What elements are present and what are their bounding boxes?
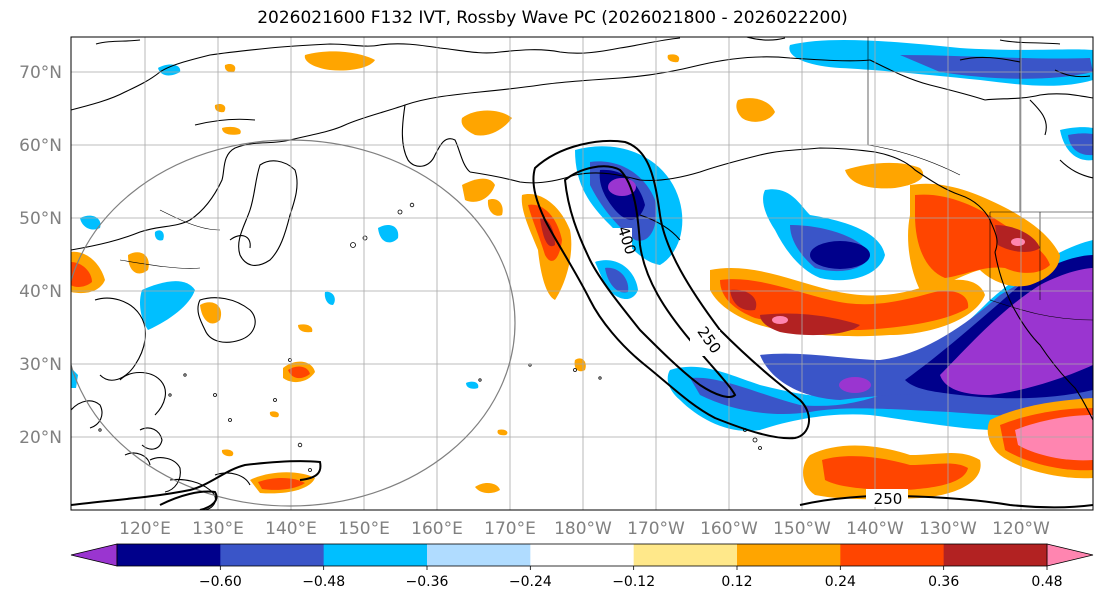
latitude-labels: 70°N 60°N 50°N 40°N 30°N 20°N (19, 63, 62, 448)
gridlines (71, 37, 1093, 510)
lon-label: 120°E (119, 519, 171, 539)
contour-labels: 400 250 250 (612, 224, 908, 508)
colorbar-segment (840, 544, 945, 566)
colorbar-segment (737, 544, 841, 566)
negative-anomaly-shading (71, 39, 1093, 440)
colorbar-frame (116, 543, 1048, 567)
lon-label: 140°E (265, 519, 317, 539)
lon-label: 130°W (919, 519, 977, 539)
colorbar-tick-label: 0.48 (1031, 574, 1062, 590)
colorbar-tick-label: −0.48 (302, 574, 345, 590)
lat-label: 20°N (19, 428, 62, 448)
colorbar-tick-label: −0.24 (509, 574, 552, 590)
colorbar-segment (323, 544, 428, 566)
colorbar-segment (427, 544, 531, 566)
lat-label: 50°N (19, 209, 62, 229)
lon-label: 140°W (846, 519, 904, 539)
contour-label: 250 (874, 490, 903, 508)
lat-label: 30°N (19, 355, 62, 375)
lon-label: 170°W (627, 519, 685, 539)
rossby-wave-circle (71, 139, 516, 507)
colorbar-extend-high (1046, 543, 1094, 567)
colorbar-segment (117, 544, 221, 566)
lon-label: 130°E (192, 519, 244, 539)
map-area: 400 250 250 (71, 37, 1093, 510)
colorbar-tick-label: −0.36 (406, 574, 449, 590)
map-frame (70, 36, 1094, 511)
lon-label: 150°E (338, 519, 390, 539)
colorbar-tick-label: −0.60 (199, 574, 242, 590)
lat-label: 70°N (19, 63, 62, 83)
colorbar-tick-label: 0.24 (825, 574, 856, 590)
lon-label: 170°E (484, 519, 536, 539)
lat-label: 40°N (19, 282, 62, 302)
colorbar-segment (220, 544, 325, 566)
map-title: 2026021600 F132 IVT, Rossby Wave PC (202… (257, 8, 848, 28)
borders (119, 37, 1093, 321)
colorbar: −0.60 −0.48 −0.36 −0.24 −0.12 0.12 0.24 0.36 0.4… (70, 543, 1094, 590)
lon-label: 160°E (411, 519, 463, 539)
colorbar-segment (943, 544, 1048, 566)
colorbar-segment (633, 544, 738, 566)
lon-label: 180°W (554, 519, 612, 539)
lat-label: 60°N (19, 136, 62, 156)
lon-label: 120°W (992, 519, 1050, 539)
lon-label: 150°W (773, 519, 831, 539)
islands (98, 202, 762, 472)
ivt-contours (71, 139, 1093, 510)
colorbar-tick-label: 0.36 (928, 574, 959, 590)
colorbar-tick-label: −0.12 (612, 574, 655, 590)
colorbar-extend-low (70, 543, 118, 567)
positive-anomaly-shading (71, 51, 1093, 500)
lon-label: 160°W (700, 519, 758, 539)
longitude-labels: 120°E 130°E 140°E 150°E 160°E 170°E 180°… (119, 519, 1050, 539)
colorbar-tick-label: 0.12 (721, 574, 752, 590)
colorbar-segment (530, 544, 635, 566)
